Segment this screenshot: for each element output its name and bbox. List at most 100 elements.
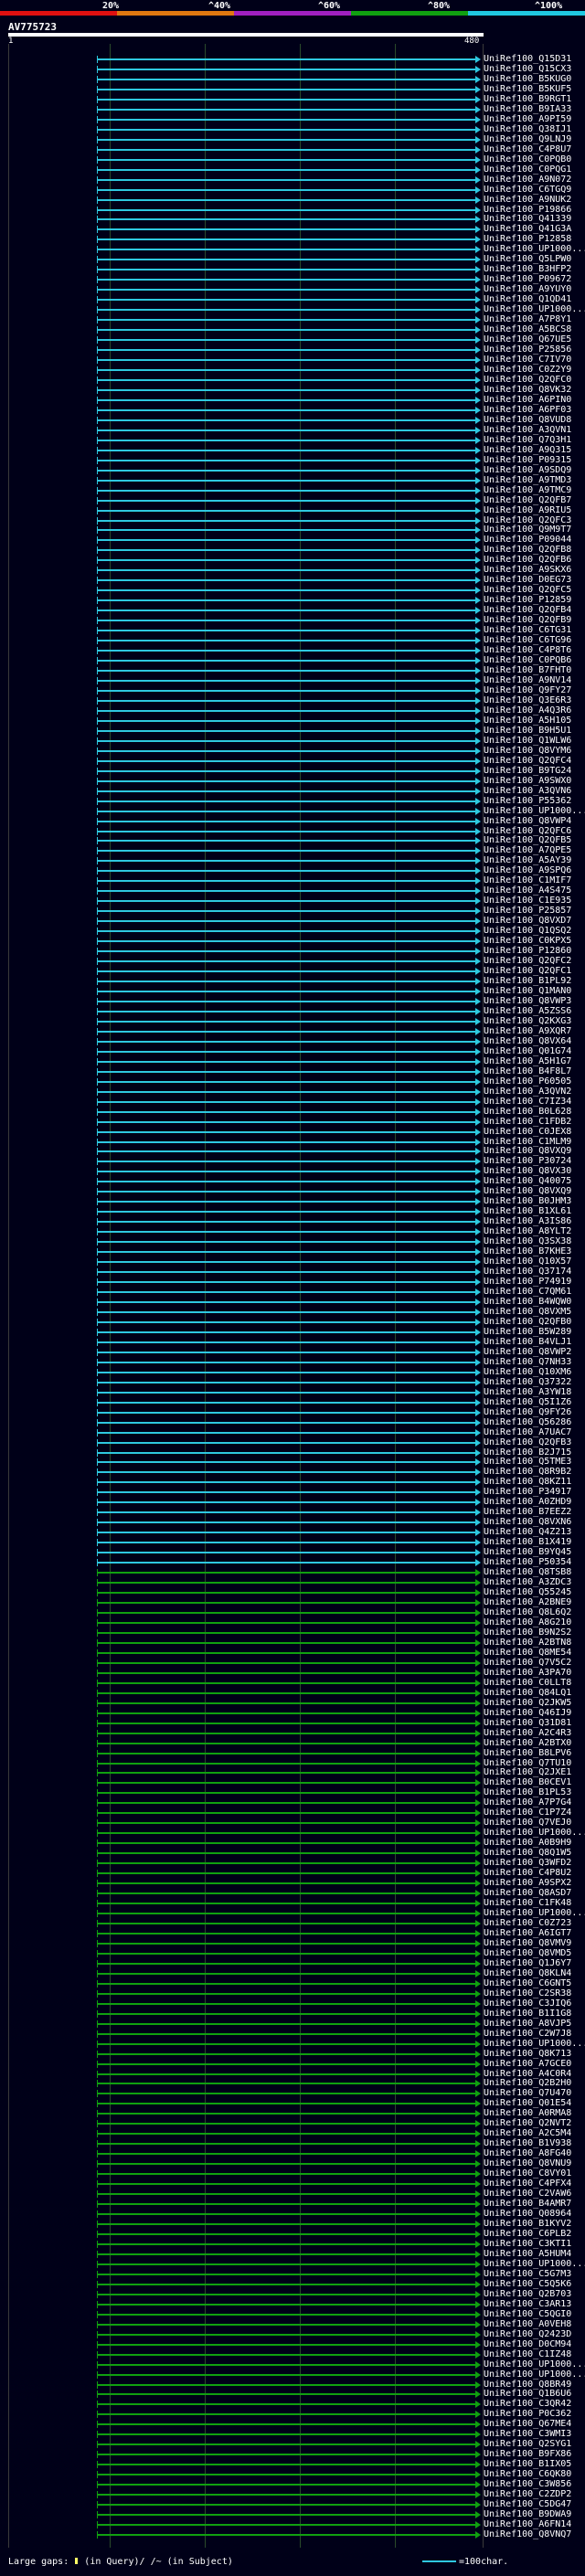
hit-row[interactable]: UniRef100_B9YQ45	[0, 1547, 585, 1557]
hit-label[interactable]: UniRef100_P60505	[484, 1076, 572, 1087]
hit-label[interactable]: UniRef100_C3KTI1	[484, 2238, 572, 2249]
hit-row[interactable]: UniRef100_A2BNE9	[0, 1597, 585, 1607]
hit-row[interactable]: UniRef100_C4P8U7	[0, 143, 585, 154]
hit-label[interactable]: UniRef100_Q8VXN6	[484, 1517, 572, 1528]
hit-label[interactable]: UniRef100_B1PL92	[484, 976, 572, 987]
hit-row[interactable]: UniRef100_C7IV70	[0, 355, 585, 365]
hit-label[interactable]: UniRef100_A4C0R4	[484, 2068, 572, 2079]
hit-label[interactable]: UniRef100_Q2QFB3	[484, 1436, 572, 1447]
hit-label[interactable]: UniRef100_Q41G3A	[484, 224, 572, 235]
hit-label[interactable]: UniRef100_P74919	[484, 1277, 572, 1288]
hit-row[interactable]: UniRef100_Q37174	[0, 1267, 585, 1277]
hit-row[interactable]: UniRef100_A8YLT2	[0, 1226, 585, 1236]
hit-row[interactable]: UniRef100_C7QM61	[0, 1287, 585, 1297]
hit-label[interactable]: UniRef100_Q2QFB0	[484, 1316, 572, 1327]
hit-row[interactable]: UniRef100_Q2KXG3	[0, 1015, 585, 1026]
hit-row[interactable]: UniRef100_Q1J6Y7	[0, 1958, 585, 1968]
hit-row[interactable]: UniRef100_Q8VXQ9	[0, 1146, 585, 1156]
hit-label[interactable]: UniRef100_P09672	[484, 274, 572, 285]
hit-row[interactable]: UniRef100_Q2NVT2	[0, 2118, 585, 2128]
hit-label[interactable]: UniRef100_B1I1G8	[484, 2008, 572, 2019]
hit-row[interactable]: UniRef100_B2J715	[0, 1447, 585, 1458]
hit-label[interactable]: UniRef100_C6PLB2	[484, 2229, 572, 2239]
hit-label[interactable]: UniRef100_A7P7G4	[484, 1797, 572, 1808]
hit-row[interactable]: UniRef100_C0KPX5	[0, 936, 585, 946]
hit-label[interactable]: UniRef100_Q8VWP3	[484, 995, 572, 1006]
hit-row[interactable]: UniRef100_A9Q315	[0, 445, 585, 455]
hit-label[interactable]: UniRef100_A5ZSS6	[484, 1005, 572, 1016]
hit-label[interactable]: UniRef100_C2SR38	[484, 1988, 572, 1998]
hit-label[interactable]: UniRef100_P12859	[484, 595, 572, 606]
hit-row[interactable]: UniRef100_A3QVN1	[0, 425, 585, 435]
hit-label[interactable]: UniRef100_B7KHE3	[484, 1246, 572, 1257]
hit-row[interactable]: UniRef100_A7QPE5	[0, 845, 585, 855]
hit-label[interactable]: UniRef100_Q2QFB4	[484, 605, 572, 616]
hit-label[interactable]: UniRef100_UP1000...	[484, 304, 585, 315]
hit-label[interactable]: UniRef100_P30724	[484, 1156, 572, 1167]
hit-row[interactable]: UniRef100_Q8VWP4	[0, 816, 585, 826]
hit-row[interactable]: UniRef100_Q2QFC3	[0, 515, 585, 525]
hit-row[interactable]: UniRef100_B5W289	[0, 1327, 585, 1337]
hit-row[interactable]: UniRef100_Q8KZ11	[0, 1477, 585, 1487]
hit-label[interactable]: UniRef100_C8VY01	[484, 2168, 572, 2179]
hit-row[interactable]: UniRef100_P25857	[0, 906, 585, 916]
hit-row[interactable]: UniRef100_Q7Q3H1	[0, 434, 585, 445]
hit-label[interactable]: UniRef100_B9FX86	[484, 2449, 572, 2460]
hit-label[interactable]: UniRef100_C5G7M3	[484, 2268, 572, 2279]
hit-label[interactable]: UniRef100_C0Z723	[484, 1918, 572, 1928]
hit-row[interactable]: UniRef100_C1FK48	[0, 1898, 585, 1908]
hit-row[interactable]: UniRef100_C0PQB0	[0, 154, 585, 164]
hit-row[interactable]: UniRef100_Q2QFB7	[0, 495, 585, 505]
hit-label[interactable]: UniRef100_C4P8U2	[484, 1868, 572, 1879]
hit-row[interactable]: UniRef100_Q1B6U6	[0, 2389, 585, 2399]
hit-row[interactable]: UniRef100_UP1000...	[0, 244, 585, 254]
hit-row[interactable]: UniRef100_C6TG31	[0, 625, 585, 635]
hit-row[interactable]: UniRef100_Q8VNU9	[0, 2158, 585, 2168]
hit-row[interactable]: UniRef100_Q2QFC4	[0, 755, 585, 766]
hit-label[interactable]: UniRef100_Q2QFC4	[484, 755, 572, 766]
hit-label[interactable]: UniRef100_Q7TU10	[484, 1757, 572, 1768]
hit-row[interactable]: UniRef100_A6PIN0	[0, 395, 585, 405]
hit-label[interactable]: UniRef100_P09315	[484, 454, 572, 465]
hit-label[interactable]: UniRef100_A9SPX2	[484, 1878, 572, 1889]
hit-row[interactable]: UniRef100_B7FHT0	[0, 665, 585, 675]
hit-row[interactable]: UniRef100_B1I1G8	[0, 2009, 585, 2019]
hit-label[interactable]: UniRef100_C6TG96	[484, 635, 572, 646]
hit-label[interactable]: UniRef100_Q7Q3H1	[484, 434, 572, 445]
hit-label[interactable]: UniRef100_Q1QSQ2	[484, 926, 572, 937]
hit-label[interactable]: UniRef100_B5KUF5	[484, 83, 572, 94]
hit-row[interactable]: UniRef100_B9TG24	[0, 766, 585, 776]
hit-label[interactable]: UniRef100_Q8TSB8	[484, 1567, 572, 1578]
hit-label[interactable]: UniRef100_A5AY39	[484, 855, 572, 866]
hit-label[interactable]: UniRef100_A6FN14	[484, 2519, 572, 2530]
hit-label[interactable]: UniRef100_Q2SYG1	[484, 2439, 572, 2450]
hit-row[interactable]: UniRef100_Q8ASD7	[0, 1888, 585, 1898]
hit-row[interactable]: UniRef100_Q2423D	[0, 2329, 585, 2339]
hit-label[interactable]: UniRef100_C7IZ34	[484, 1096, 572, 1107]
hit-label[interactable]: UniRef100_Q1QD41	[484, 294, 572, 305]
hit-label[interactable]: UniRef100_C4P8U7	[484, 143, 572, 154]
hit-label[interactable]: UniRef100_A8VJP5	[484, 2018, 572, 2029]
hit-row[interactable]: UniRef100_A9N072	[0, 175, 585, 185]
hit-label[interactable]: UniRef100_Q1WLW6	[484, 735, 572, 746]
hit-row[interactable]: UniRef100_B0JHM3	[0, 1196, 585, 1206]
hit-label[interactable]: UniRef100_A3PA70	[484, 1667, 572, 1678]
hit-row[interactable]: UniRef100_Q1QD41	[0, 294, 585, 305]
hit-label[interactable]: UniRef100_A3QVN2	[484, 1086, 572, 1097]
hit-row[interactable]: UniRef100_UP1000...	[0, 2259, 585, 2269]
hit-label[interactable]: UniRef100_C3W856	[484, 2479, 572, 2490]
hit-label[interactable]: UniRef100_Q2QFC1	[484, 966, 572, 977]
hit-row[interactable]: UniRef100_Q31D81	[0, 1718, 585, 1728]
hit-label[interactable]: UniRef100_Q2KXG3	[484, 1015, 572, 1026]
hit-row[interactable]: UniRef100_A9SKX6	[0, 565, 585, 575]
hit-row[interactable]: UniRef100_Q2QFC5	[0, 585, 585, 595]
hit-label[interactable]: UniRef100_C2W7J8	[484, 2028, 572, 2039]
hit-label[interactable]: UniRef100_P25857	[484, 906, 572, 917]
hit-label[interactable]: UniRef100_C1P7Z4	[484, 1807, 572, 1818]
hit-row[interactable]: UniRef100_A0B9H9	[0, 1838, 585, 1848]
hit-label[interactable]: UniRef100_A9TMD3	[484, 474, 572, 485]
hit-label[interactable]: UniRef100_Q84LQ1	[484, 1687, 572, 1698]
hit-label[interactable]: UniRef100_A8FG40	[484, 2148, 572, 2159]
hit-row[interactable]: UniRef100_C5QGI0	[0, 2309, 585, 2319]
hit-row[interactable]: UniRef100_A4C0R4	[0, 2068, 585, 2079]
